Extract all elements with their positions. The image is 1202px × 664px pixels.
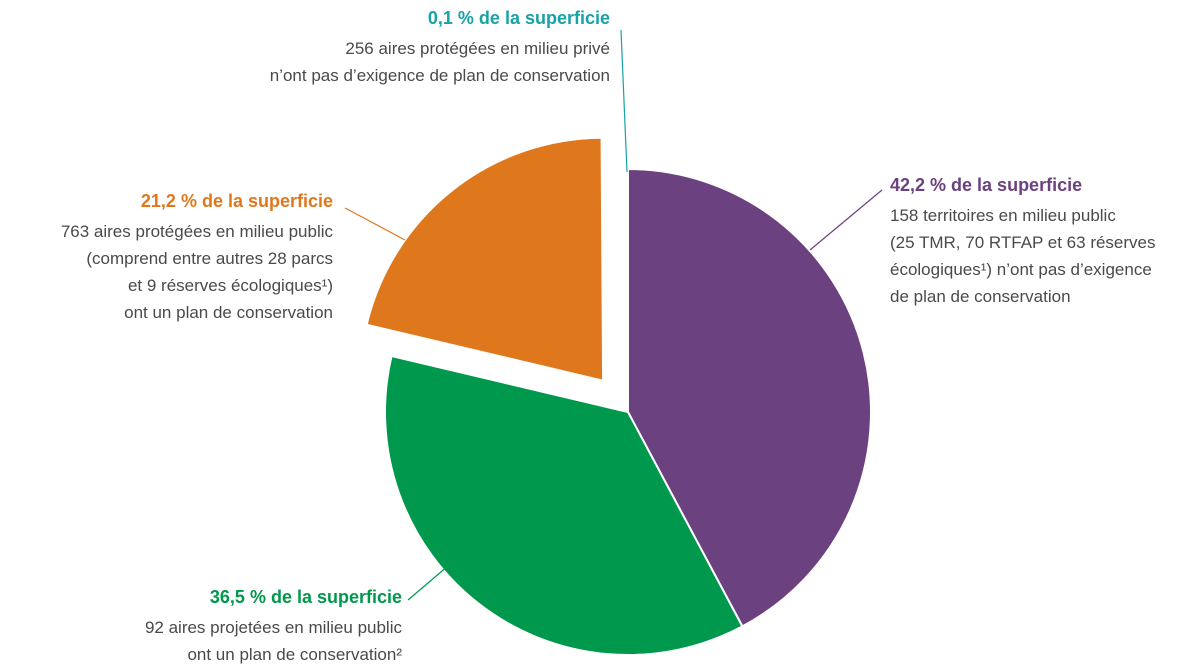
leader-line [809, 189, 883, 251]
slice-description: écologiques¹) n’ont pas d’exigence [890, 260, 1152, 279]
slice-description: 158 territoires en milieu public [890, 206, 1116, 225]
slice-description: n’ont pas d’exigence de plan de conserva… [270, 66, 610, 85]
slice-value-label: 36,5 % de la superficie [210, 587, 402, 607]
pie-slice [365, 136, 605, 382]
leader-line [407, 559, 456, 601]
pie-slice [384, 354, 744, 656]
slice-description: (comprend entre autres 28 parcs [86, 249, 333, 268]
slice-description: 256 aires protégées en milieu privé [345, 39, 610, 58]
slice-description: de plan de conservation [890, 287, 1071, 306]
slice-value-label: 21,2 % de la superficie [141, 191, 333, 211]
slice-description: (25 TMR, 70 RTFAP et 63 réserves [890, 233, 1156, 252]
slice-value-label: 0,1 % de la superficie [428, 8, 610, 28]
leader-line [344, 207, 406, 241]
slice-description: 92 aires projetées en milieu public [145, 618, 403, 637]
pie-slice [625, 167, 629, 413]
slice-description: 763 aires protégées en milieu public [61, 222, 334, 241]
pie-slice [627, 167, 872, 628]
leader-line [620, 29, 628, 173]
slice-description: ont un plan de conservation [124, 303, 333, 322]
slice-description: ont un plan de conservation² [187, 645, 402, 664]
slice-description: et 9 réserves écologiques¹) [128, 276, 333, 295]
slice-value-label: 42,2 % de la superficie [890, 175, 1082, 195]
